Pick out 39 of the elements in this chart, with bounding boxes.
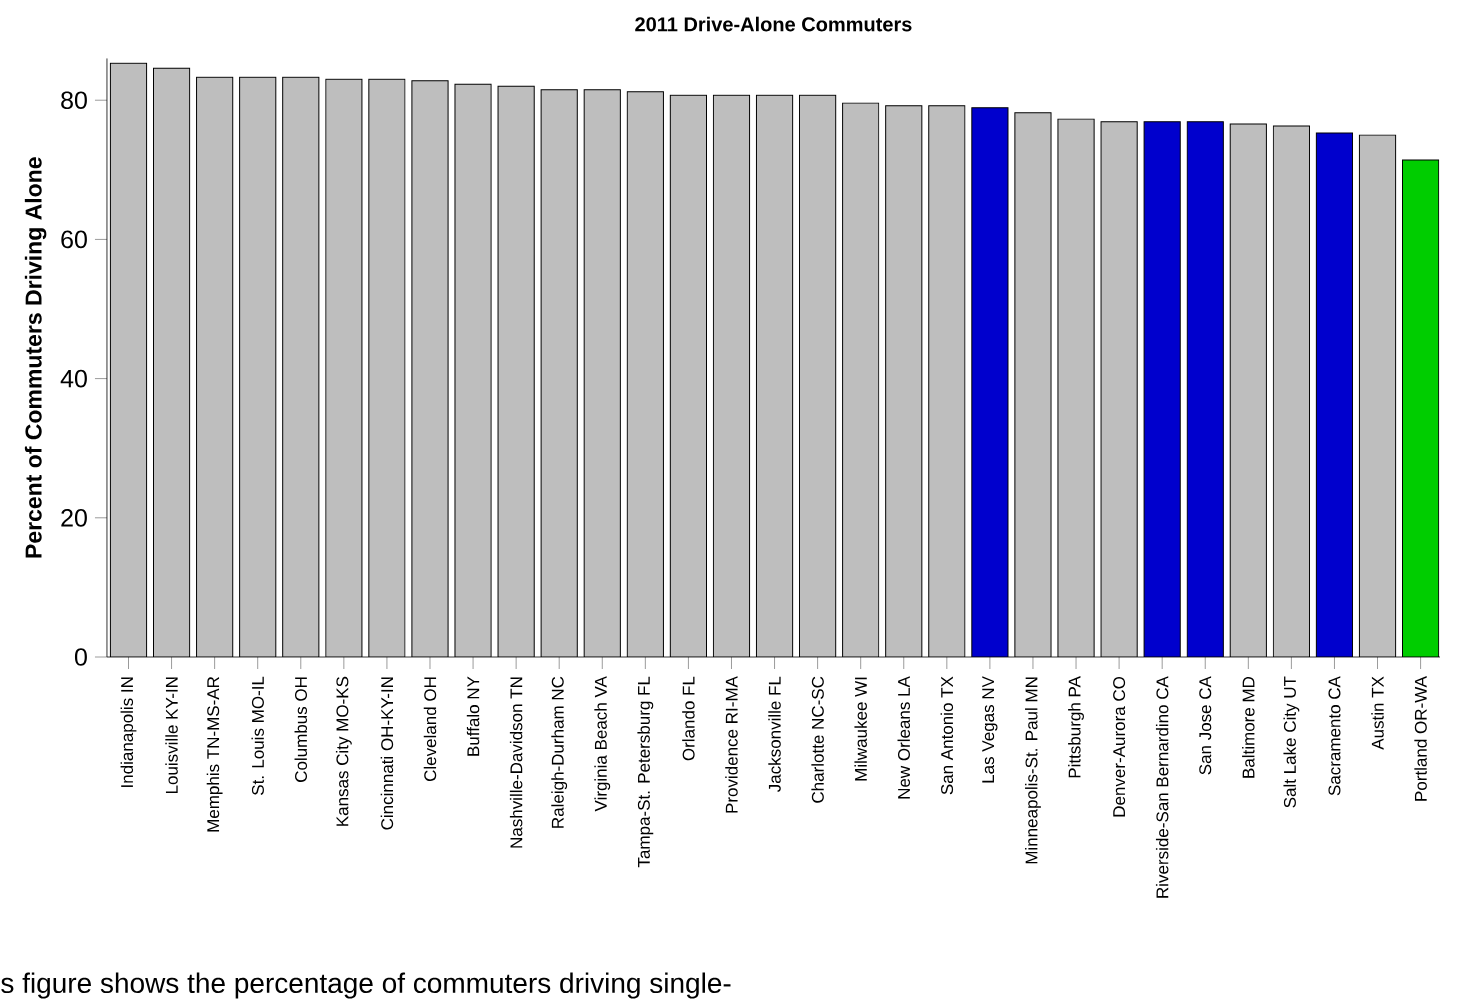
x-tick-label: Indianapolis IN <box>120 677 137 787</box>
x-tick-label: Kansas City MO-KS <box>335 676 352 826</box>
x-tick-label: San Antonio TX <box>940 676 954 795</box>
x-tick-label: Cleveland OH <box>423 677 437 782</box>
x-tick-label: Portland OR-WA <box>1414 676 1427 801</box>
y-tick-label: 20 <box>61 508 87 527</box>
x-tick-label: New Orleans LA <box>897 676 910 799</box>
x-tick-label: Charlotte NC-SC <box>811 676 824 803</box>
text: s figure shows the percentage of commuters driving single- <box>1 972 731 999</box>
x-tick-label: Orlando FL <box>682 676 695 761</box>
x-tick-label: Jacksonville FL <box>768 676 781 793</box>
y-tick-label: 80 <box>61 91 87 110</box>
x-tick-label: Cincinnati OH-KY-IN <box>380 677 394 830</box>
x-tick-label: Sacramento CA <box>1328 676 1341 796</box>
x-tick-label: Milwaukee WI <box>854 677 867 781</box>
x-tick-label: Riverside-San Bernardino CA <box>1155 676 1169 898</box>
y-tick-label: 40 <box>60 369 87 388</box>
y-tick-label: 0 <box>74 648 87 666</box>
chart-title: 2011 Drive-Alone Commuters <box>635 16 912 32</box>
y-tick-label: 60 <box>61 230 87 249</box>
x-tick-label: Columbus OH <box>294 677 308 782</box>
x-tick-label: San Jose CA <box>1199 676 1212 775</box>
x-tick-label: Austin TX <box>1371 676 1384 750</box>
x-tick-label: Baltimore MD <box>1242 676 1255 778</box>
x-tick-label: Denver-Aurora CO <box>1113 676 1126 817</box>
x-tick-label: Virginia Beach VA <box>594 676 611 812</box>
x-tick-label: Nashville-Davidson TN <box>509 677 523 848</box>
x-tick-label: Providence RI-MA <box>725 676 738 813</box>
x-tick-label: Louisville KY-IN <box>165 677 178 794</box>
x-tick-label: Buffalo NY <box>466 676 480 756</box>
x-tick-label: Salt Lake City UT <box>1283 676 1300 808</box>
x-tick-label: Memphis TN-MS-AR <box>206 676 223 832</box>
x-tick-label: Las Vegas NV <box>982 676 998 783</box>
x-tick-label: Minneapolis-St. Paul MN <box>1025 677 1041 864</box>
x-tick-label: Raleigh-Durham NC <box>551 676 568 828</box>
x-tick-label: Tampa-St. Petersburg FL <box>637 676 654 868</box>
x-tick-label: St. Louis MO-IL <box>251 676 264 795</box>
y-axis-title: Percent of Commuters Driving Alone <box>24 157 47 558</box>
x-tick-label: Pittsburgh PA <box>1068 676 1084 778</box>
